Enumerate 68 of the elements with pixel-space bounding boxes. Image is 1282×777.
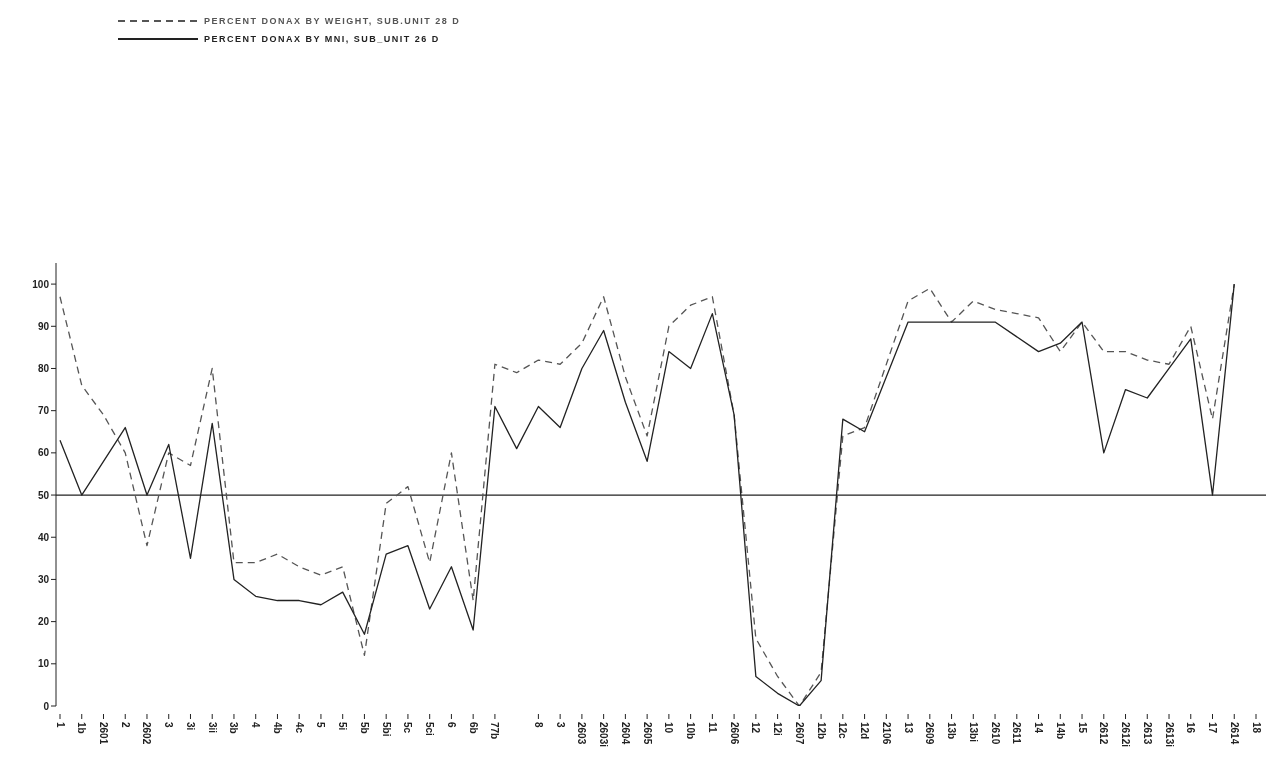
y-tick-label: 90 [37, 320, 50, 332]
x-tick-label: 5bi [380, 722, 392, 737]
x-tick-label: 2606 [728, 722, 740, 745]
x-tick-label: 4c [293, 722, 305, 734]
x-tick-label: 8 [532, 722, 544, 728]
x-tick-label: 77b [489, 722, 501, 740]
y-tick-label: 0 [43, 700, 50, 712]
x-tick-label: 2607 [793, 722, 805, 745]
x-tick-label: 2106 [880, 722, 892, 745]
text: PERCENT DONAX BY WEIGHT, SUB.UNIT 28 D [204, 16, 461, 26]
x-tick-label: 14b [1054, 722, 1066, 740]
x-tick-label: 2 [119, 722, 131, 728]
x-tick-label: 1 [54, 722, 66, 728]
x-tick-label: 3 [163, 722, 175, 728]
y-tick-label: 50 [37, 489, 50, 501]
y-tick-label: 20 [37, 616, 50, 628]
x-tick-label: 5ci [424, 722, 436, 737]
x-tick-label: 12 [750, 722, 762, 734]
x-tick-label: 2610 [989, 722, 1001, 745]
x-tick-label: 2613i [1163, 722, 1175, 748]
x-tick-label: 3b [228, 722, 240, 734]
x-tick-label: 2609 [924, 722, 936, 745]
x-tick-label: 18 [1250, 722, 1262, 734]
x-tick-label: 2612 [1098, 722, 1110, 745]
x-tick-label: 10b [685, 722, 697, 740]
x-tick-label: 2612i [1120, 722, 1132, 748]
y-tick-label: 10 [37, 658, 50, 670]
x-tick-label: 2603i [598, 722, 610, 748]
x-tick-label: 2613 [1141, 722, 1153, 745]
x-tick-label: 2604 [619, 722, 631, 745]
x-tick-label: 2601 [97, 722, 109, 745]
x-tick-label: 12b [815, 722, 827, 740]
x-tick-label: 11 [706, 722, 718, 734]
x-tick-label: 12i [772, 722, 784, 737]
x-tick-label: 13bi [967, 722, 979, 743]
x-tick-label: 13 [902, 722, 914, 734]
x-tick-label: 14 [1033, 722, 1045, 734]
x-tick-label: 4b [271, 722, 283, 734]
x-tick-label: 1b [76, 722, 88, 734]
y-tick-label: 30 [37, 573, 50, 585]
x-tick-label: 2611 [1011, 722, 1023, 745]
y-tick-label: 60 [37, 447, 50, 459]
x-tick-label: 2603 [576, 722, 588, 745]
x-tick-label: 5 [315, 722, 327, 728]
x-tick-label: 15 [1076, 722, 1088, 734]
x-tick-label: 5c [402, 722, 414, 734]
x-tick-label: 2605 [641, 722, 653, 745]
x-tick-label: 4 [250, 722, 262, 728]
x-tick-label: 3ii [206, 722, 218, 734]
x-tick-label: 13b [946, 722, 958, 740]
x-tick-label: 2614 [1228, 722, 1240, 745]
x-tick-label: 6 [445, 722, 457, 728]
x-tick-label: 2602 [141, 722, 153, 745]
x-tick-label: 16 [1185, 722, 1197, 734]
x-tick-label: 17 [1207, 722, 1219, 734]
x-tick-label: 10 [663, 722, 675, 734]
x-tick-label: 3 [554, 722, 566, 728]
x-tick-label: 5i [337, 722, 349, 731]
x-tick-label: 5b [358, 722, 370, 734]
y-tick-label: 80 [37, 363, 50, 375]
y-tick-label: 40 [37, 531, 50, 543]
x-tick-label: 12d [859, 722, 871, 740]
text: PERCENT DONAX BY MNI, SUB_UNIT 26 D [204, 34, 440, 44]
y-tick-label: 100 [32, 278, 50, 290]
y-tick-label: 70 [37, 405, 50, 417]
x-tick-label: 3i [184, 722, 196, 731]
x-tick-label: 12c [837, 722, 849, 740]
x-tick-label: 6b [467, 722, 479, 734]
